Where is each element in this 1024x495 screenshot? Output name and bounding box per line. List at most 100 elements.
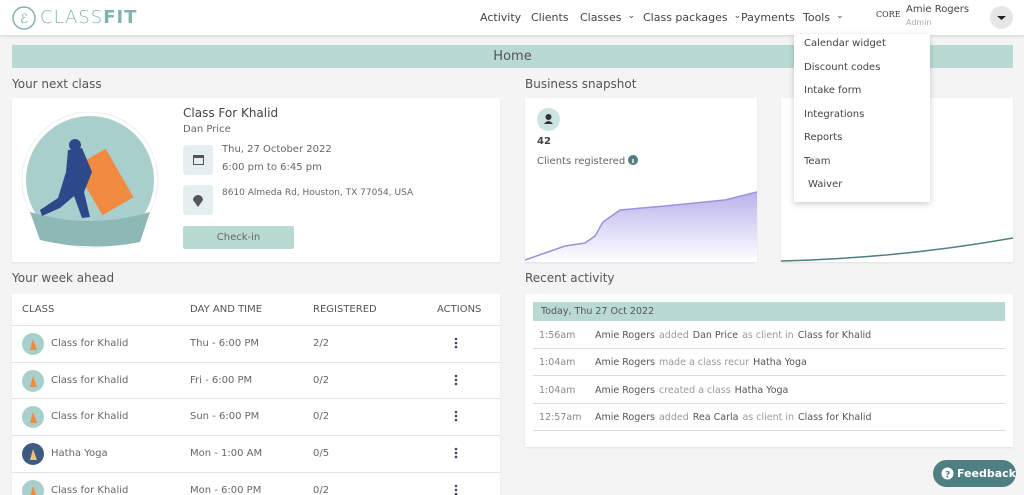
table-row: Class for Khalid Mon - 6:00 PM 0/2 bbox=[12, 471, 500, 495]
class-address: 8610 Almeda Rd, Houston, TX 77054, USA bbox=[222, 188, 414, 198]
top-nav: ℰ CLASSFIT Activity Clients Classes ⌄ Class … bbox=[0, 0, 1024, 35]
nav-item[interactable]: Payments bbox=[741, 11, 795, 24]
feedback-button[interactable]: ? Feedback bbox=[933, 460, 1016, 487]
activity-verb: added bbox=[658, 330, 689, 341]
class-time: 6:00 pm to 6:45 pm bbox=[222, 162, 322, 173]
section-heading: Your week ahead bbox=[12, 271, 115, 285]
partner-logo: CORE bbox=[876, 10, 901, 19]
user-name[interactable]: Amie Rogers bbox=[906, 4, 970, 15]
activity-subject[interactable]: Amie Rogers bbox=[595, 411, 655, 423]
day-time: Sun - 6:00 PM bbox=[190, 411, 260, 423]
nav-item[interactable]: Tools ⌄ bbox=[803, 11, 844, 24]
calendar-icon bbox=[183, 145, 213, 175]
activity-date: Today, Thu 27 Oct 2022 bbox=[533, 302, 1005, 321]
activity-text: Amie Rogers made a class recur Hatha Yoga bbox=[595, 357, 811, 368]
row-actions[interactable] bbox=[454, 372, 458, 391]
label-text: Clients registered bbox=[537, 156, 626, 167]
nav-item[interactable]: Class packages ⌄ bbox=[643, 11, 742, 24]
class-name[interactable]: Hatha Yoga bbox=[51, 448, 108, 460]
row-actions[interactable] bbox=[454, 408, 458, 427]
row-actions[interactable] bbox=[454, 335, 458, 354]
table-row: Class for Khalid Fri - 6:00 PM 0/2 bbox=[12, 361, 500, 399]
sparkline bbox=[781, 237, 1013, 262]
activity-verb: created a class bbox=[658, 384, 731, 396]
caret: ⌄ bbox=[733, 11, 742, 21]
activity-time: 1:04am bbox=[539, 357, 576, 369]
nav-item[interactable]: Activity bbox=[480, 11, 522, 24]
clients-sparkline bbox=[525, 191, 757, 262]
menu-item[interactable]: Integrations bbox=[804, 108, 865, 120]
activity-entry: 1:56am Amie Rogers added Dan Price as client… bbox=[533, 322, 1005, 349]
activity-time: 1:04am bbox=[539, 384, 576, 396]
class-name[interactable]: Class for Khalid bbox=[51, 338, 129, 349]
activity-card: Today, Thu 27 Oct 2022 1:56am Amie Rogers… bbox=[525, 294, 1013, 447]
activity-subject[interactable]: Class for Khalid bbox=[797, 330, 872, 341]
table-row: Class for Khalid Sun - 6:00 PM 0/2 bbox=[12, 398, 500, 435]
registered: 0/5 bbox=[313, 448, 330, 460]
activity-verb: added bbox=[658, 411, 689, 423]
activity-verb: made a class recur bbox=[658, 357, 750, 369]
menu-item[interactable]: Waiver bbox=[808, 179, 843, 190]
caret: ⌄ bbox=[627, 11, 635, 21]
activity-subject[interactable]: Hatha Yoga bbox=[753, 357, 807, 369]
brand[interactable]: CLASSFIT bbox=[40, 7, 137, 28]
activity-subject[interactable]: Hatha Yoga bbox=[734, 384, 789, 396]
check-in-button[interactable]: Check-in bbox=[183, 226, 294, 249]
user-role: Admin bbox=[906, 18, 932, 27]
activity-entry: 1:04am Amie Rogers created a class Hatha Yo… bbox=[533, 377, 1005, 404]
activity-subject[interactable]: Amie Rogers bbox=[595, 384, 655, 396]
tools-dropdown: Calendar widget Discount codes Intake form… bbox=[794, 34, 930, 202]
day-time: Mon - 1:00 AM bbox=[190, 448, 263, 460]
column-header: REGISTERED bbox=[313, 304, 377, 315]
activity-subject[interactable]: Class for Khalid bbox=[798, 411, 872, 423]
activity-entry: 1:04am Amie Rogers made a class recur Hatha… bbox=[533, 349, 1005, 377]
nav-item[interactable]: Clients bbox=[531, 11, 569, 24]
nav-item[interactable]: Classes ⌄ bbox=[580, 11, 635, 24]
class-name[interactable]: Class for Khalid bbox=[51, 484, 129, 495]
activity-text: Amie Rogers created a class Hatha Yoga bbox=[595, 385, 792, 396]
column-header: DAY AND TIME bbox=[190, 304, 263, 315]
activity-subject[interactable]: Amie Rogers bbox=[595, 330, 655, 341]
class-image bbox=[21, 112, 159, 249]
brand-part: FIT bbox=[103, 7, 138, 28]
menu-item[interactable]: Calendar widget bbox=[804, 38, 886, 49]
user-menu-toggle[interactable] bbox=[990, 6, 1013, 29]
class-avatar bbox=[22, 369, 44, 392]
registered: 2/2 bbox=[313, 338, 330, 349]
class-name[interactable]: Class For Khalid bbox=[183, 106, 279, 120]
activity-subject[interactable]: Dan Price bbox=[692, 330, 739, 341]
row-actions[interactable] bbox=[454, 445, 458, 464]
class-avatar bbox=[22, 479, 44, 495]
svg-text:ℰ: ℰ bbox=[20, 12, 28, 27]
svg-text:?: ? bbox=[945, 471, 950, 481]
section-heading: Recent activity bbox=[525, 271, 615, 285]
table-row: Hatha Yoga Mon - 1:00 AM 0/5 bbox=[12, 435, 500, 472]
class-avatar bbox=[22, 406, 44, 429]
class-name[interactable]: Class for Khalid bbox=[51, 374, 129, 386]
menu-item[interactable]: Reports bbox=[804, 132, 843, 143]
day-time: Mon - 6:00 PM bbox=[190, 484, 262, 495]
caret: ⌄ bbox=[836, 11, 844, 21]
next-class-card: Class For Khalid Dan Price Thu, 27 Octob… bbox=[12, 98, 500, 262]
clients-label: Clients registered bbox=[537, 155, 639, 167]
class-name[interactable]: Class for Khalid bbox=[51, 411, 129, 423]
clients-count: 42 bbox=[537, 136, 551, 147]
activity-subject[interactable]: Amie Rogers bbox=[595, 357, 655, 369]
activity-subject[interactable]: Rea Carla bbox=[692, 411, 739, 423]
location-icon bbox=[183, 185, 213, 215]
menu-item[interactable]: Discount codes bbox=[804, 61, 881, 73]
row-actions[interactable] bbox=[454, 482, 458, 495]
menu-item[interactable]: Intake form bbox=[804, 85, 862, 96]
activity-text: Amie Rogers added Rea Carla as client in Cla… bbox=[595, 412, 876, 423]
class-avatar bbox=[22, 333, 44, 355]
week-table: CLASS DAY AND TIME REGISTERED ACTIONS Class … bbox=[12, 294, 500, 495]
instructor: Dan Price bbox=[183, 124, 231, 135]
logo-icon: ℰ bbox=[12, 6, 36, 30]
column-header: ACTIONS bbox=[437, 304, 482, 315]
activity-verb: as client in bbox=[742, 330, 794, 341]
page-title: Home bbox=[12, 45, 1013, 68]
class-avatar bbox=[22, 443, 44, 466]
day-time: Fri - 6:00 PM bbox=[190, 374, 253, 386]
menu-item[interactable]: Team bbox=[804, 155, 831, 167]
